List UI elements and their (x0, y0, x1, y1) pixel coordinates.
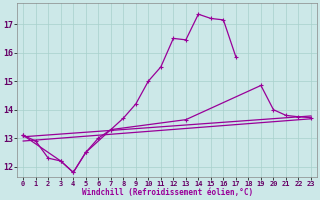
X-axis label: Windchill (Refroidissement éolien,°C): Windchill (Refroidissement éolien,°C) (82, 188, 253, 197)
